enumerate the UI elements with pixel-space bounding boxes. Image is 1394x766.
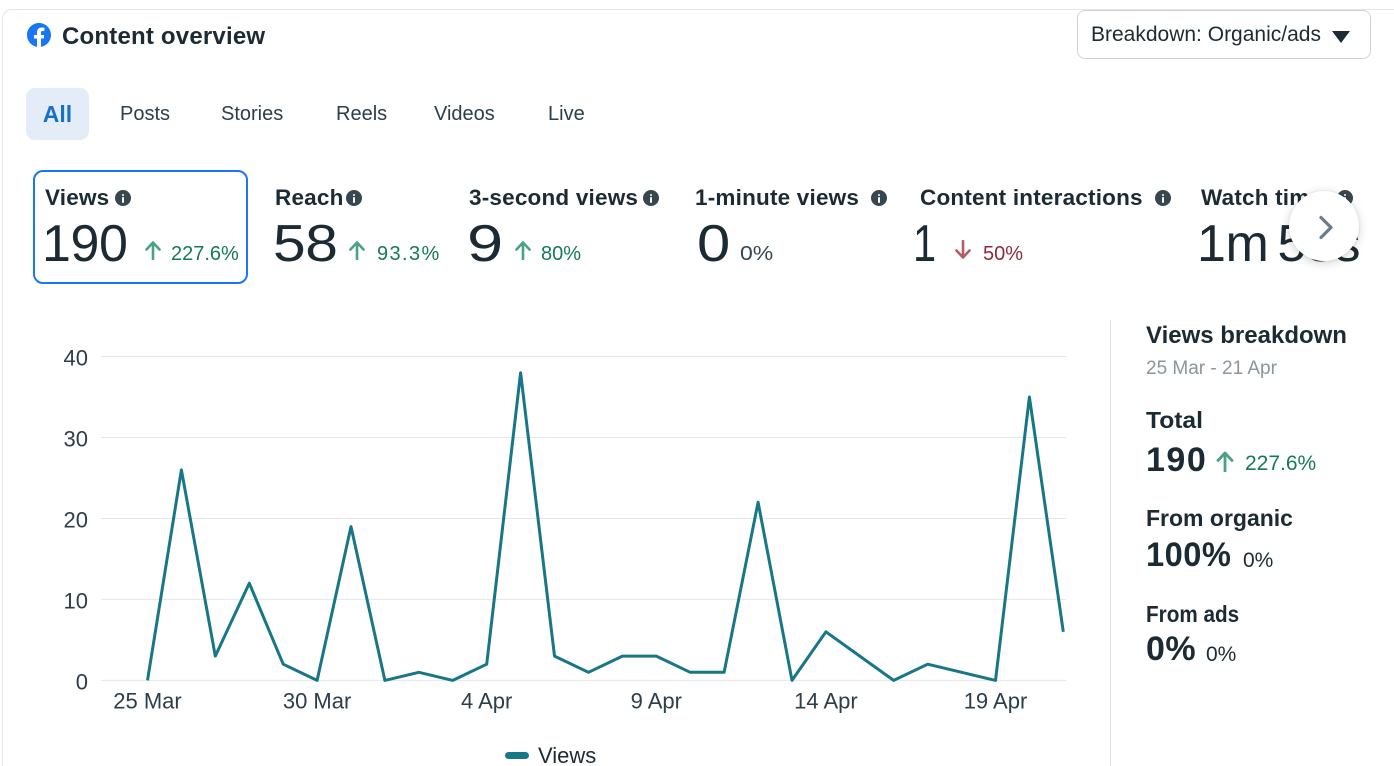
svg-text:4 Apr: 4 Apr <box>461 689 512 714</box>
svg-text:14 Apr: 14 Apr <box>794 689 858 714</box>
svg-text:40: 40 <box>64 346 88 371</box>
svg-text:25 Mar: 25 Mar <box>113 689 181 714</box>
svg-text:19 Apr: 19 Apr <box>964 689 1028 714</box>
svg-text:20: 20 <box>64 507 88 532</box>
svg-text:10: 10 <box>64 588 88 613</box>
svg-text:9 Apr: 9 Apr <box>631 689 682 714</box>
svg-text:0: 0 <box>76 669 88 694</box>
svg-text:30 Mar: 30 Mar <box>283 689 351 714</box>
svg-text:30: 30 <box>64 427 88 452</box>
